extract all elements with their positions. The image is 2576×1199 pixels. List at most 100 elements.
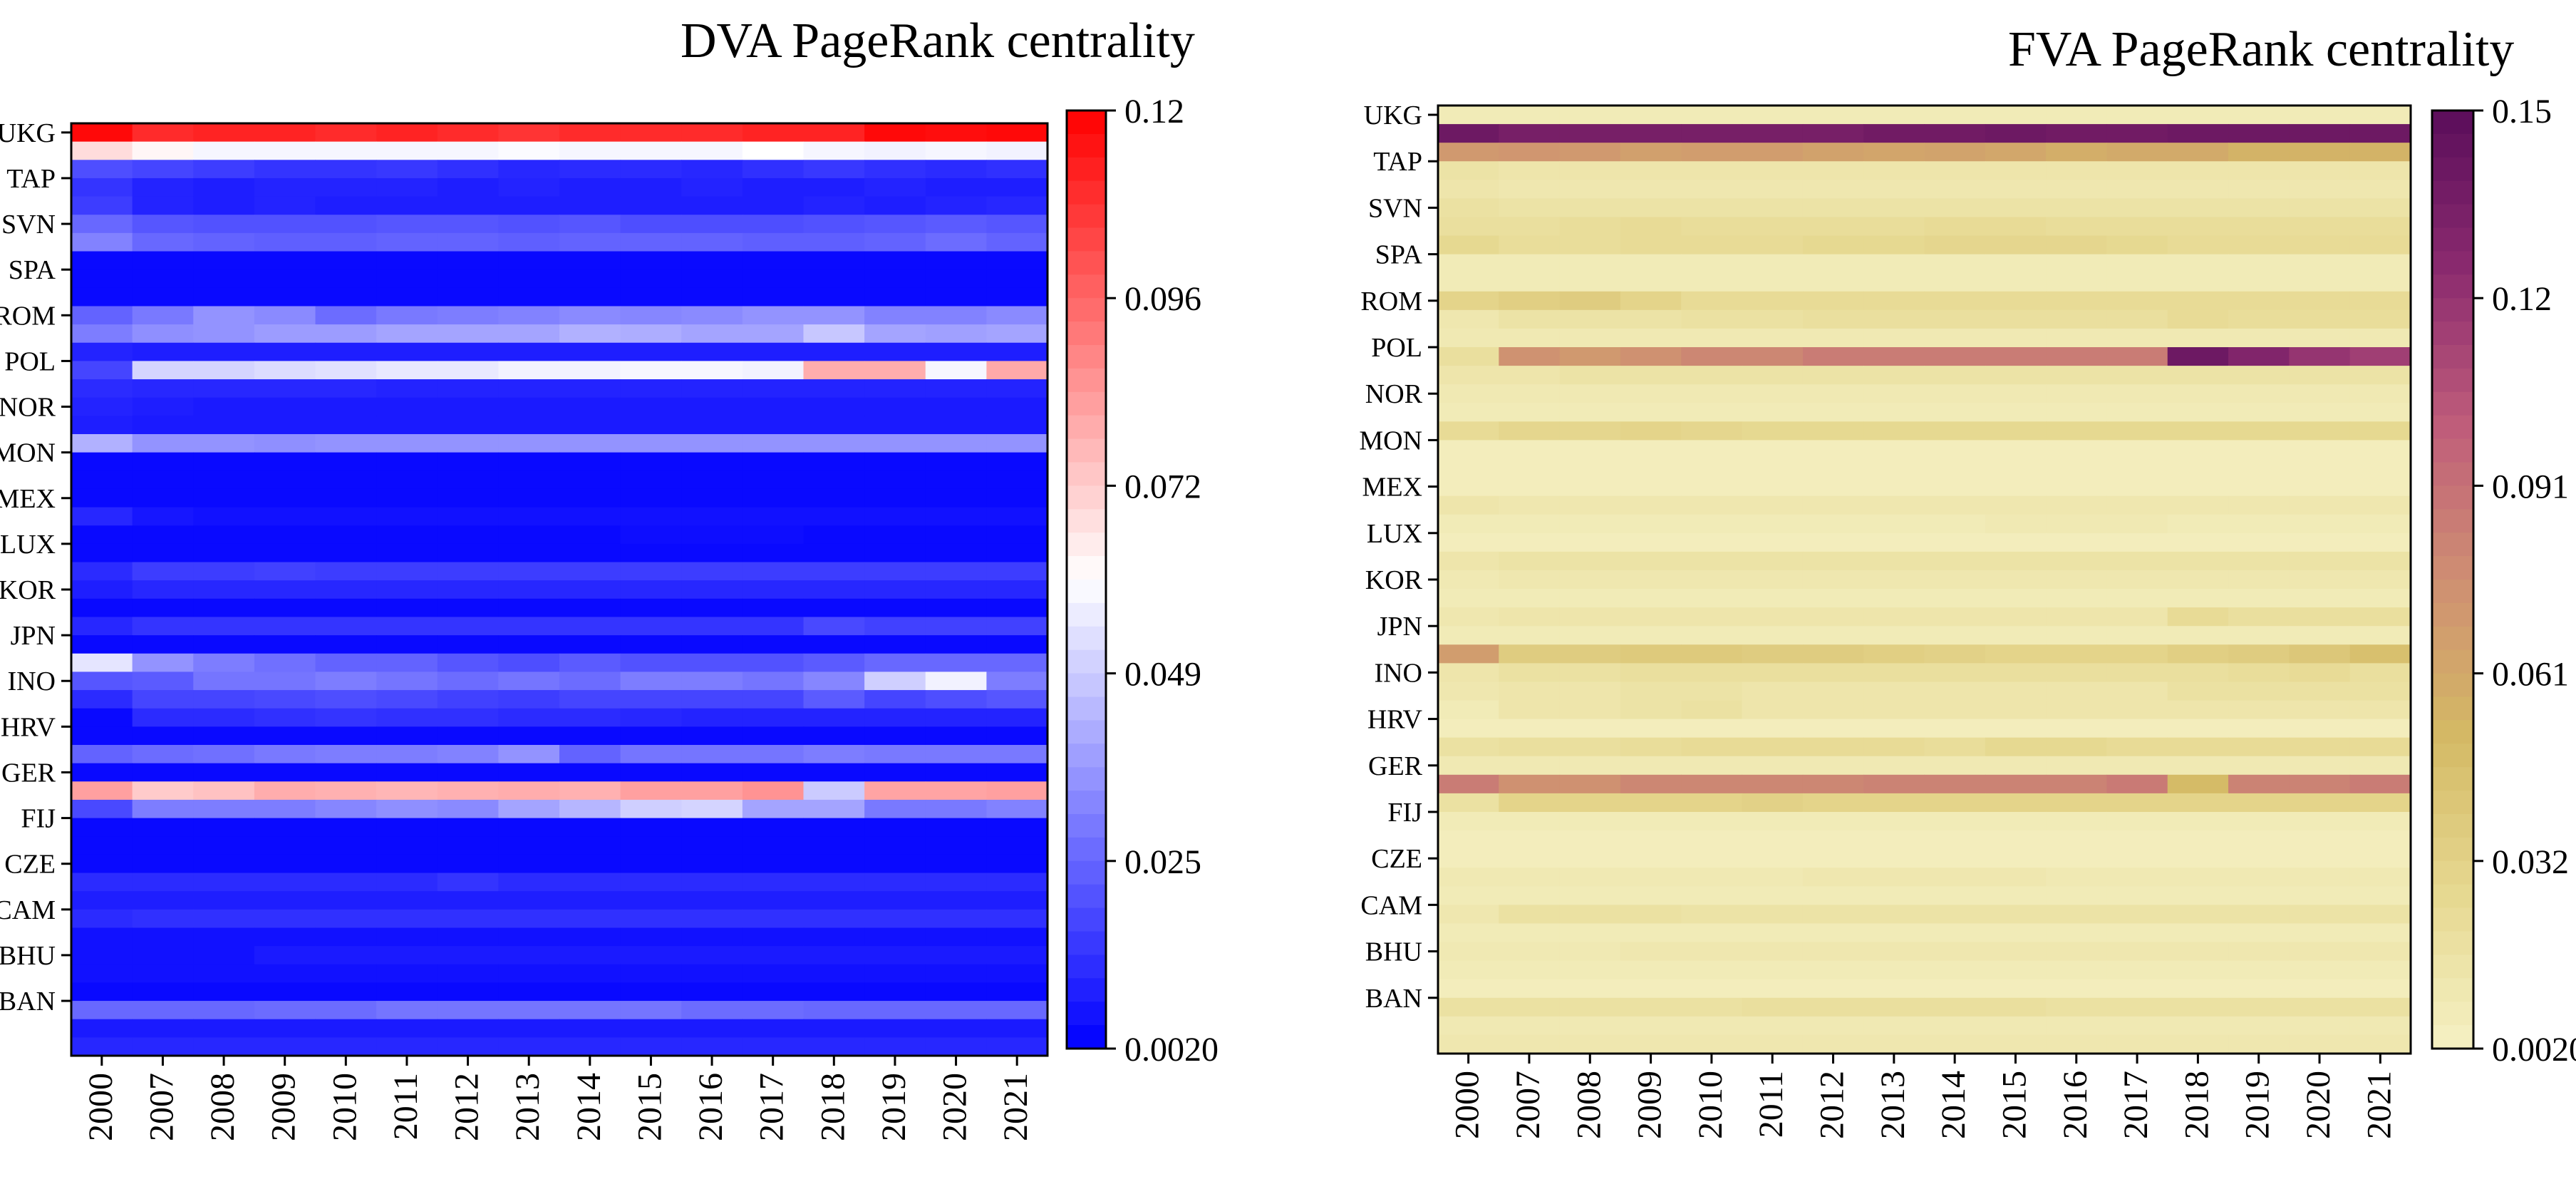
dva-cell	[315, 196, 377, 215]
dva-cell	[803, 763, 865, 782]
fva-cell	[2046, 960, 2108, 980]
fva-cell	[2228, 551, 2290, 571]
fva-cell	[1863, 217, 1925, 237]
fva-cell	[2228, 1016, 2290, 1036]
fva-cell	[1559, 1034, 1621, 1054]
fva-cell	[1620, 403, 1682, 422]
dva-cell	[620, 434, 682, 453]
dva-cell	[986, 562, 1048, 581]
fva-xtick-label: 2007	[1509, 1071, 1547, 1139]
dva-cell	[315, 416, 377, 435]
fva-cell	[1742, 235, 1804, 255]
fva-cell	[1559, 811, 1621, 831]
fva-ytick-label: NOR	[1365, 379, 1423, 409]
fva-cell	[1863, 663, 1925, 683]
fva-cell	[1742, 979, 1804, 999]
dva-cell	[620, 818, 682, 837]
dva-colorbar-band	[1067, 649, 1106, 674]
dva-cell	[254, 617, 316, 636]
fva-cell	[1559, 719, 1621, 739]
fva-cell	[1438, 942, 1499, 962]
fva-ytick-label: FIJ	[1387, 798, 1422, 828]
fva-cell	[2167, 719, 2229, 739]
dva-cell	[986, 1019, 1048, 1038]
fva-cell	[1924, 886, 1986, 905]
fva-cell	[2228, 830, 2290, 850]
fva-cell	[1559, 737, 1621, 757]
fva-cell	[2289, 403, 2351, 422]
fva-colorbar-band	[2432, 860, 2473, 885]
fva-cell	[2349, 737, 2411, 757]
fva-cell	[1499, 663, 1561, 683]
dva-cell	[681, 160, 743, 179]
dva-cell	[864, 891, 926, 910]
fva-xtick-label: 2021	[2360, 1071, 2398, 1139]
dva-cell	[559, 215, 621, 234]
dva-cell	[742, 215, 805, 234]
fva-cell	[1499, 868, 1561, 887]
dva-cell	[254, 635, 316, 654]
fva-cell	[1924, 514, 1986, 534]
dva-cell	[437, 251, 499, 270]
fva-cell	[1924, 997, 1986, 1017]
dva-cell	[376, 361, 438, 380]
dva-colorbar-band	[1067, 321, 1106, 346]
dva-cell	[193, 708, 255, 727]
fva-cell	[2349, 700, 2411, 720]
fva-cell	[1863, 589, 1925, 608]
dva-cell	[132, 416, 194, 435]
fva-cell	[1863, 905, 1925, 925]
fva-cell	[1438, 347, 1499, 366]
dva-cell	[803, 891, 865, 910]
dva-cell	[620, 909, 682, 929]
dva-cell	[925, 287, 987, 307]
dva-cell	[376, 269, 438, 289]
fva-cell	[2167, 217, 2229, 237]
dva-cell	[376, 598, 438, 618]
fva-cell	[1985, 830, 2047, 850]
fva-xtick-label: 2009	[1631, 1071, 1669, 1139]
fva-cell	[1559, 328, 1621, 348]
dva-cell	[193, 160, 255, 179]
dva-cell	[71, 525, 133, 545]
fva-cell	[2106, 384, 2168, 403]
dva-cell	[498, 927, 560, 947]
fva-cell	[2046, 254, 2108, 274]
dva-cell	[376, 434, 438, 453]
fva-cell	[2349, 979, 2411, 999]
fva-cell	[1681, 626, 1743, 645]
fva-ytick-label: MON	[1359, 426, 1422, 456]
dva-cell	[254, 287, 316, 307]
fva-cell	[1742, 830, 1804, 850]
fva-cell	[2167, 886, 2229, 905]
fva-cell	[1681, 495, 1743, 515]
fva-cell	[2228, 106, 2290, 125]
dva-cell	[376, 306, 438, 325]
dva-cell	[559, 891, 621, 910]
fva-cell	[1985, 849, 2047, 868]
fva-colorbar-band	[2432, 180, 2473, 205]
fva-cell	[1559, 347, 1621, 366]
dva-cell	[925, 434, 987, 453]
dva-cell	[254, 123, 316, 143]
fva-cell	[1985, 607, 2047, 627]
fva-cell	[1620, 421, 1682, 441]
fva-cell	[2167, 811, 2229, 831]
fva-cell	[2046, 942, 2108, 962]
dva-cell	[986, 927, 1048, 947]
fva-cell	[2228, 403, 2290, 422]
fva-cell	[2289, 495, 2351, 515]
fva-cell	[2167, 960, 2229, 980]
dva-cell	[71, 470, 133, 490]
fva-cell	[2046, 589, 2108, 608]
fva-xtick-label: 2014	[1935, 1071, 1972, 1139]
fva-colorbar-band	[2432, 602, 2473, 627]
dva-cell	[803, 361, 865, 380]
dva-cell	[559, 873, 621, 892]
fva-colorbar	[2432, 110, 2473, 1049]
dva-colorbar-frame	[1065, 109, 1107, 1050]
dva-cell	[254, 946, 316, 965]
dva-cell	[193, 617, 255, 636]
dva-cell	[986, 781, 1048, 801]
dva-cell	[559, 416, 621, 435]
